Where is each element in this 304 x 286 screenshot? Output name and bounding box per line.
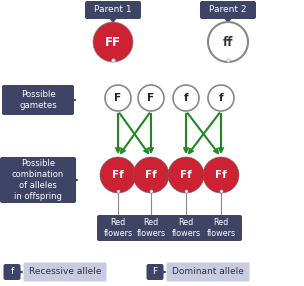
Text: ff: ff xyxy=(223,35,233,49)
Circle shape xyxy=(105,85,131,111)
Circle shape xyxy=(203,157,239,193)
Circle shape xyxy=(208,22,248,62)
FancyBboxPatch shape xyxy=(200,215,242,241)
FancyBboxPatch shape xyxy=(97,215,139,241)
Text: Parent 1: Parent 1 xyxy=(94,5,132,15)
Text: Red
flowers: Red flowers xyxy=(103,218,133,238)
Circle shape xyxy=(173,85,199,111)
Polygon shape xyxy=(224,17,232,22)
Text: Possible
gametes: Possible gametes xyxy=(19,90,57,110)
Text: F: F xyxy=(152,267,157,277)
Text: Ff: Ff xyxy=(215,170,227,180)
FancyBboxPatch shape xyxy=(167,263,250,281)
Text: f: f xyxy=(10,267,14,277)
Text: Ff: Ff xyxy=(145,170,157,180)
Text: f: f xyxy=(184,93,188,103)
Text: F: F xyxy=(114,93,122,103)
Circle shape xyxy=(133,157,169,193)
Polygon shape xyxy=(109,17,117,22)
FancyBboxPatch shape xyxy=(130,215,172,241)
Text: Red
flowers: Red flowers xyxy=(206,218,236,238)
Circle shape xyxy=(93,22,133,62)
FancyBboxPatch shape xyxy=(2,85,74,115)
Text: Ff: Ff xyxy=(112,170,124,180)
FancyBboxPatch shape xyxy=(85,1,141,19)
Text: Red
flowers: Red flowers xyxy=(171,218,201,238)
Circle shape xyxy=(100,157,136,193)
Text: Recessive allele: Recessive allele xyxy=(29,267,101,277)
FancyBboxPatch shape xyxy=(0,157,76,203)
Text: Parent 2: Parent 2 xyxy=(209,5,247,15)
Text: FF: FF xyxy=(105,35,121,49)
FancyBboxPatch shape xyxy=(165,215,207,241)
Text: f: f xyxy=(219,93,223,103)
FancyBboxPatch shape xyxy=(200,1,256,19)
Text: Possible
combination
of alleles
in offspring: Possible combination of alleles in offsp… xyxy=(12,159,64,201)
Text: Red
flowers: Red flowers xyxy=(136,218,166,238)
FancyBboxPatch shape xyxy=(23,263,106,281)
FancyBboxPatch shape xyxy=(4,264,20,280)
Text: Ff: Ff xyxy=(180,170,192,180)
Circle shape xyxy=(168,157,204,193)
Circle shape xyxy=(138,85,164,111)
FancyBboxPatch shape xyxy=(147,264,164,280)
Circle shape xyxy=(208,85,234,111)
Text: F: F xyxy=(147,93,154,103)
Text: Dominant allele: Dominant allele xyxy=(172,267,244,277)
